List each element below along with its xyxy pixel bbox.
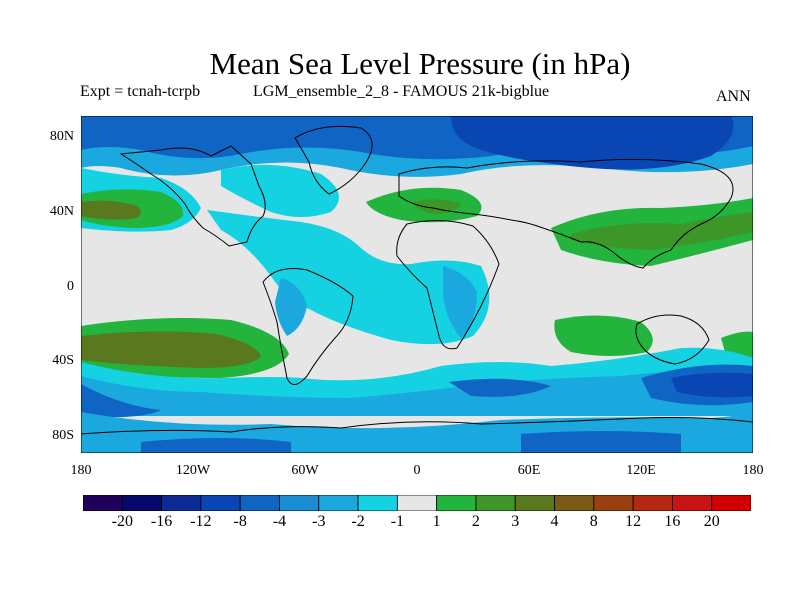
lon-label-180e: 180 xyxy=(742,463,764,478)
colorbar xyxy=(83,495,751,511)
lon-label-120w: 120W xyxy=(175,463,211,478)
north-atlantic-negative xyxy=(221,164,339,217)
colorbar-label: -4 xyxy=(272,513,287,530)
southern-ocean-core xyxy=(81,370,753,416)
colorbar-swatch xyxy=(593,495,634,511)
colorbar-swatch xyxy=(200,495,241,511)
colorbar-swatch xyxy=(318,495,359,511)
colorbar-label: 3 xyxy=(511,513,520,530)
colorbar-swatch xyxy=(672,495,713,511)
lat-label-40n: 40N xyxy=(49,204,74,219)
coast-north-america xyxy=(119,145,266,247)
colorbar-label: 1 xyxy=(432,513,441,530)
colorbar-swatch xyxy=(357,495,398,511)
colorbar-swatch xyxy=(475,495,516,511)
colorbar-label: -3 xyxy=(312,513,326,530)
north-pacific-high-core xyxy=(81,200,141,220)
colorbar-swatch xyxy=(554,495,595,511)
amazon-negative xyxy=(275,278,307,336)
lon-label-60w: 60W xyxy=(291,463,319,478)
colorbar-label: -8 xyxy=(233,513,247,530)
lat-label-80s: 80S xyxy=(52,428,74,443)
southern-ocean-deepest xyxy=(671,372,753,398)
colorbar-swatch xyxy=(711,495,751,511)
lon-label-60e: 60E xyxy=(517,463,541,478)
coast-antarctica xyxy=(81,417,753,435)
siberia-low xyxy=(451,116,734,170)
colorbar-label: -20 xyxy=(111,513,133,530)
colorbar-label: -2 xyxy=(351,513,365,530)
lat-label-equator: 0 xyxy=(67,279,74,294)
ensemble-label: LGM_ensemble_2_8 - FAMOUS 21k-bigblue xyxy=(253,83,550,100)
colorbar-swatch xyxy=(83,495,123,511)
lon-label-120e: 120E xyxy=(626,463,656,478)
colorbar-label: 2 xyxy=(471,513,480,530)
colorbar-label: 12 xyxy=(625,513,642,530)
coast-greenland xyxy=(294,125,373,195)
experiment-label: Expt = tcnah-tcrpb xyxy=(80,83,201,100)
coast-south-america xyxy=(262,268,354,385)
tropical-atlantic-negative xyxy=(207,210,490,345)
indian-ocean-positive xyxy=(554,315,653,356)
colorbar-label: -1 xyxy=(390,513,405,530)
southern-ocean-deep xyxy=(81,364,753,418)
colorbar-label: 16 xyxy=(664,513,681,530)
colorbar-swatch xyxy=(436,495,477,511)
colorbar-label: 4 xyxy=(550,513,559,530)
colorbar-swatch xyxy=(161,495,202,511)
colorbar-swatch xyxy=(396,495,438,511)
lat-label-40s: 40S xyxy=(52,353,74,368)
lat-label-80n: 80N xyxy=(49,129,74,144)
antarctic-core xyxy=(141,431,681,453)
africa-negative xyxy=(443,266,477,338)
coast-europe-asia xyxy=(398,158,734,269)
colorbar-label: -12 xyxy=(190,513,212,530)
coast-africa xyxy=(396,219,500,350)
colorbar-swatch xyxy=(239,495,280,511)
lon-label-0: 0 xyxy=(413,463,421,478)
colorbar-swatch xyxy=(632,495,673,511)
pressure-anomaly-map xyxy=(81,116,753,453)
map-title: Mean Sea Level Pressure (in hPa) xyxy=(209,46,631,81)
colorbar-label: 20 xyxy=(703,513,720,530)
lon-label-180w: 180 xyxy=(70,463,92,478)
colorbar-swatch xyxy=(279,495,320,511)
colorbar-swatch xyxy=(121,495,162,511)
season-label: ANN xyxy=(716,88,751,105)
colorbar-label: 8 xyxy=(589,513,598,530)
europe-positive-core xyxy=(411,199,461,214)
coast-australia xyxy=(635,314,710,365)
colorbar-label: -16 xyxy=(150,513,173,530)
coastlines xyxy=(81,125,753,435)
south-pacific-high-core xyxy=(81,331,261,368)
colorbar-swatch xyxy=(514,495,555,511)
